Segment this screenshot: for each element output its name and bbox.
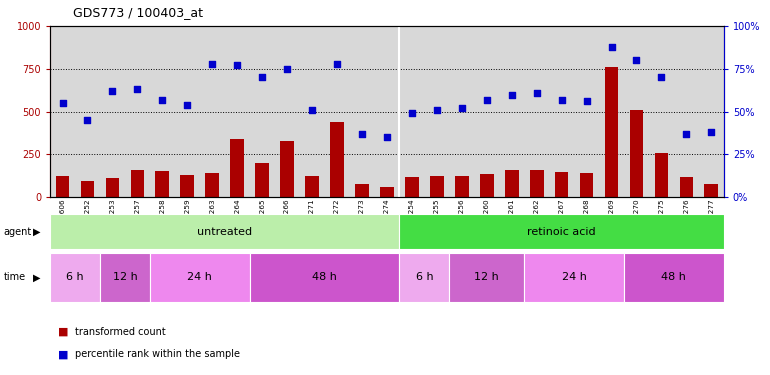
- Point: [181, 102, 193, 108]
- Bar: [380, 187, 393, 197]
- Point: [531, 90, 543, 96]
- Point: [555, 97, 567, 103]
- Bar: [305, 176, 319, 197]
- Point: [82, 117, 94, 123]
- Point: [156, 97, 169, 103]
- Bar: [105, 178, 119, 197]
- Bar: [405, 177, 419, 197]
- Bar: [554, 172, 568, 197]
- Point: [281, 66, 293, 72]
- Bar: [480, 174, 494, 197]
- Point: [581, 98, 593, 104]
- Text: GDS773 / 100403_at: GDS773 / 100403_at: [73, 6, 203, 19]
- Bar: [180, 175, 194, 197]
- Text: transformed count: transformed count: [75, 327, 166, 337]
- Bar: [450, 253, 524, 302]
- Point: [131, 86, 143, 92]
- Text: 12 h: 12 h: [474, 273, 499, 282]
- Text: 48 h: 48 h: [661, 273, 686, 282]
- Bar: [430, 176, 444, 197]
- Point: [631, 57, 643, 63]
- Text: 6 h: 6 h: [66, 273, 84, 282]
- Text: untreated: untreated: [197, 226, 253, 237]
- Point: [430, 107, 443, 113]
- Bar: [530, 170, 544, 197]
- Bar: [50, 253, 100, 302]
- Bar: [230, 139, 244, 197]
- Point: [256, 74, 268, 81]
- Text: ■: ■: [58, 327, 69, 337]
- Bar: [630, 110, 643, 197]
- Bar: [455, 176, 469, 197]
- Bar: [100, 253, 150, 302]
- Bar: [206, 173, 219, 197]
- Text: time: time: [4, 273, 26, 282]
- Point: [306, 107, 318, 113]
- Bar: [256, 163, 269, 197]
- Bar: [705, 184, 718, 197]
- Text: agent: agent: [4, 226, 32, 237]
- Bar: [249, 253, 400, 302]
- Bar: [505, 170, 518, 197]
- Bar: [330, 122, 344, 197]
- Point: [206, 61, 219, 67]
- Text: 12 h: 12 h: [112, 273, 137, 282]
- Bar: [624, 253, 724, 302]
- Text: ▶: ▶: [33, 226, 41, 237]
- Point: [705, 129, 718, 135]
- Point: [655, 74, 668, 81]
- Text: ■: ■: [58, 350, 69, 359]
- Point: [356, 131, 368, 137]
- Bar: [50, 214, 400, 249]
- Text: 24 h: 24 h: [561, 273, 587, 282]
- Text: ▶: ▶: [33, 273, 41, 282]
- Bar: [81, 181, 95, 197]
- Bar: [280, 141, 294, 197]
- Bar: [150, 253, 249, 302]
- Bar: [679, 177, 693, 197]
- Bar: [524, 253, 624, 302]
- Bar: [156, 171, 169, 197]
- Point: [456, 105, 468, 111]
- Text: 48 h: 48 h: [312, 273, 337, 282]
- Point: [106, 88, 119, 94]
- Text: 24 h: 24 h: [187, 273, 213, 282]
- Bar: [400, 214, 724, 249]
- Bar: [580, 173, 594, 197]
- Point: [406, 110, 418, 116]
- Bar: [604, 67, 618, 197]
- Point: [231, 63, 243, 69]
- Bar: [355, 184, 369, 197]
- Bar: [55, 176, 69, 197]
- Point: [605, 44, 618, 50]
- Point: [56, 100, 69, 106]
- Bar: [654, 153, 668, 197]
- Point: [480, 97, 493, 103]
- Text: 6 h: 6 h: [416, 273, 434, 282]
- Point: [381, 134, 393, 140]
- Point: [680, 131, 692, 137]
- Point: [506, 92, 518, 98]
- Point: [331, 61, 343, 67]
- Bar: [131, 170, 144, 197]
- Text: percentile rank within the sample: percentile rank within the sample: [75, 350, 239, 359]
- Bar: [400, 253, 450, 302]
- Text: retinoic acid: retinoic acid: [527, 226, 596, 237]
